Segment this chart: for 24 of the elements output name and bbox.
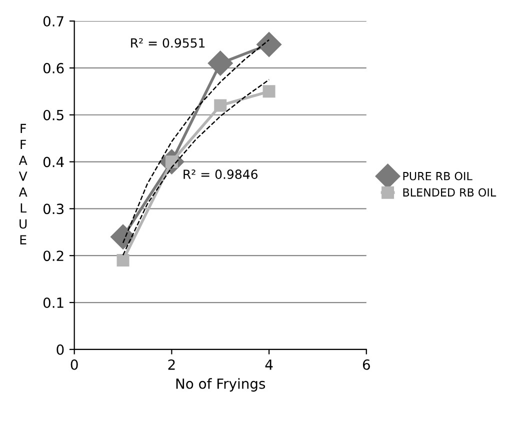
y-tick-label: 0.1 bbox=[43, 297, 64, 308]
y-tick-label: 0.4 bbox=[43, 156, 64, 168]
x-tick-label: 2 bbox=[168, 359, 175, 370]
y-tick-label: 0.3 bbox=[43, 204, 64, 214]
y-tick-label: 0.2 bbox=[43, 250, 64, 262]
legend-label: BLENDED RB OIL bbox=[403, 188, 496, 197]
x-tick-label: 6 bbox=[362, 359, 370, 370]
legend-label: PURE RB OIL bbox=[403, 172, 472, 180]
y-axis-title: FFA VALUE bbox=[18, 124, 28, 244]
point bbox=[256, 32, 282, 57]
annotation: R² = 0.9846 bbox=[184, 170, 258, 180]
y-tick-label: 0.6 bbox=[43, 62, 64, 74]
y-tick-label: 0 bbox=[56, 344, 64, 355]
x-axis-title: No of Fryings bbox=[176, 378, 266, 392]
point bbox=[214, 99, 227, 112]
x-tick-label: 4 bbox=[265, 360, 273, 370]
point bbox=[262, 85, 276, 98]
point bbox=[208, 50, 233, 76]
point bbox=[110, 224, 136, 250]
point bbox=[116, 254, 130, 267]
y-tick-label: 0.5 bbox=[43, 110, 64, 120]
x-tick-label: 0 bbox=[70, 359, 78, 370]
annotation: R² = 0.9551 bbox=[131, 38, 205, 48]
y-tick-label: 0.7 bbox=[43, 16, 64, 27]
